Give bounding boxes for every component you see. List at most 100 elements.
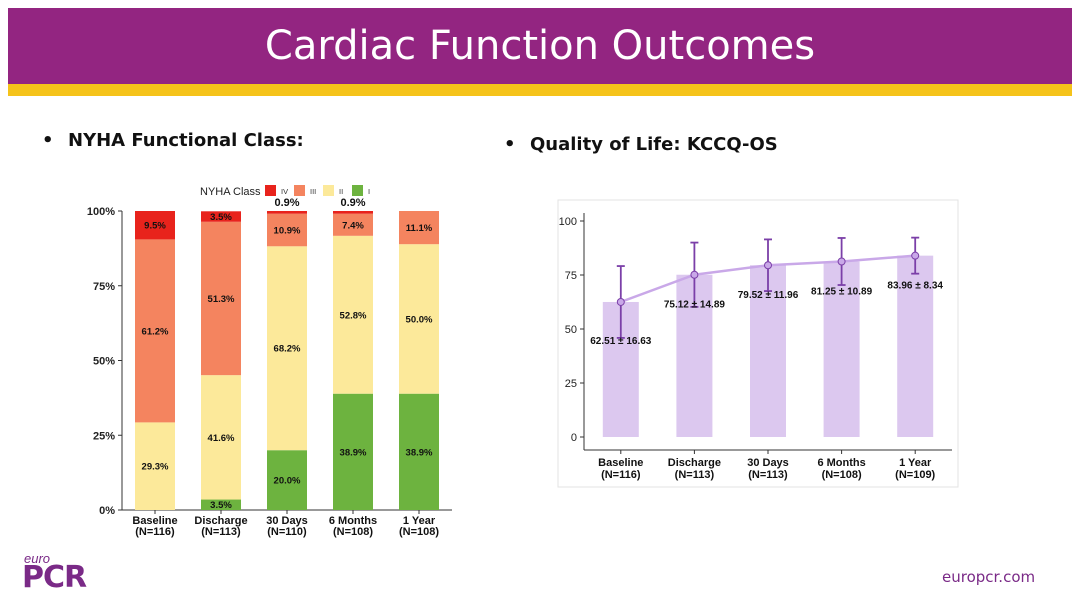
kccq-y-tick-label: 50 [565,324,577,336]
kccq-mean-point [911,251,920,260]
nyha-data-label: 11.1% [406,223,433,234]
nyha-y-tick-label: 100% [87,206,115,218]
nyha-heading-text: NYHA Functional Class: [68,130,304,151]
kccq-x-tick-n: (N=113) [675,469,715,481]
nyha-x-tick-n: (N=110) [267,526,307,538]
nyha-x-tick-label: Discharge [194,515,247,527]
europcr-logo-euro: euro [24,551,51,566]
kccq-data-label: 83.96 ± 8.34 [887,281,943,292]
nyha-bar-segment-III [201,221,241,376]
kccq-data-label: 62.51 ± 16.63 [590,336,652,347]
nyha-data-label: 0.9% [274,197,299,209]
nyha-bar-segment-I [267,450,307,510]
nyha-bar-segment-II [135,422,175,510]
nyha-x-tick-label: 1 Year [403,515,436,527]
nyha-x-tick-n: (N=116) [135,526,175,538]
nyha-legend-swatch-IV [265,185,276,196]
nyha-bar-segment-II [267,246,307,451]
nyha-bar-segment-IV [267,211,307,214]
nyha-legend-swatch-I [352,185,363,196]
nyha-legend-label-IV: IV [281,187,288,196]
nyha-bar-segment-I [201,499,241,510]
kccq-y-tick-label: 100 [559,216,577,228]
nyha-legend-title: NYHA Class [200,186,261,198]
nyha-legend-label-II: II [339,187,343,196]
nyha-legend-label-I: I [368,187,370,196]
kccq-chart-frame [557,199,959,488]
nyha-x-tick-n: (N=108) [399,526,439,538]
nyha-data-label: 38.9% [340,447,367,458]
kccq-data-label: 79.52 ± 11.96 [738,290,799,301]
kccq-bar [750,265,786,437]
nyha-data-label: 38.9% [406,447,433,458]
nyha-y-tick-label: 75% [93,281,115,293]
kccq-x-tick-label: Discharge [668,457,721,469]
nyha-bar-segment-I [333,393,373,510]
nyha-data-label: 50.0% [406,314,433,325]
nyha-data-label: 29.3% [142,462,169,473]
nyha-legend-swatch-II [323,185,334,196]
nyha-data-label: 9.5% [144,221,166,232]
nyha-bar-segment-IV [201,211,241,222]
kccq-data-label: 81.25 ± 10.89 [811,287,873,298]
kccq-x-tick-label: Baseline [598,457,643,469]
kccq-heading-text: Quality of Life: KCCQ-OS [530,134,778,155]
kccq-bar [897,255,934,437]
nyha-bar-segment-III [399,211,439,245]
header-accent-bar [8,84,1072,96]
nyha-x-tick-label: 30 Days [266,515,308,527]
kccq-bar [823,261,860,437]
nyha-bar-segment-I [399,393,439,510]
kccq-y-tick-label: 25 [565,378,577,390]
header-banner: Cardiac Function Outcomes [8,8,1072,84]
nyha-data-label: 20.0% [274,476,301,487]
nyha-bar-segment-II [399,244,439,394]
nyha-data-label: 10.9% [274,225,301,236]
nyha-x-tick-n: (N=113) [201,526,241,538]
nyha-x-tick-label: 6 Months [329,515,377,527]
kccq-x-tick-label: 6 Months [817,457,865,469]
nyha-bar-segment-II [201,375,241,500]
kccq-x-tick-n: (N=109) [895,469,935,481]
europcr-logo-pcr: PCR [22,560,87,595]
kccq-x-tick-label: 1 Year [899,457,932,469]
kccq-y-tick-label: 0 [571,432,577,444]
nyha-bar-segment-III [333,213,373,236]
nyha-y-tick-label: 50% [93,356,115,368]
slide-title: Cardiac Function Outcomes [264,23,816,69]
kccq-data-label: 75.12 ± 14.89 [664,300,726,311]
nyha-data-label: 61.2% [142,326,169,337]
nyha-data-label: 51.3% [208,294,235,305]
kccq-mean-point [764,261,772,270]
nyha-data-label: 68.2% [274,344,301,355]
kccq-mean-point [837,257,846,266]
footer-url[interactable]: europcr.com [942,568,1036,586]
nyha-bar-segment-II [333,235,373,394]
nyha-data-label: 41.6% [208,433,235,444]
nyha-bar-segment-III [267,213,307,247]
kccq-heading: • Quality of Life: KCCQ-OS [504,134,778,155]
nyha-legend-swatch-III [294,185,305,196]
bullet-dot: • [504,134,516,155]
kccq-x-tick-n: (N=116) [601,469,641,481]
nyha-x-tick-n: (N=108) [333,526,373,538]
kccq-x-tick-n: (N=108) [822,469,862,481]
nyha-data-label: 0.9% [340,197,365,209]
slide: Cardiac Function Outcomes [8,8,1072,606]
bullet-dot: • [42,130,54,151]
nyha-data-label: 3.5% [210,212,232,223]
nyha-y-tick-label: 25% [93,430,115,442]
nyha-y-tick-label: 0% [99,505,115,517]
kccq-mean-point [690,270,699,279]
nyha-bar-segment-IV [135,211,175,240]
nyha-bar-segment-III [135,239,175,423]
kccq-x-tick-n: (N=113) [748,469,788,481]
kccq-x-tick-label: 30 Days [747,457,789,469]
nyha-data-label: 7.4% [342,220,364,231]
nyha-bar-segment-IV [333,211,373,214]
kccq-y-tick-label: 75 [565,270,577,282]
nyha-legend-label-III: III [310,187,316,196]
nyha-heading: • NYHA Functional Class: [42,130,304,151]
